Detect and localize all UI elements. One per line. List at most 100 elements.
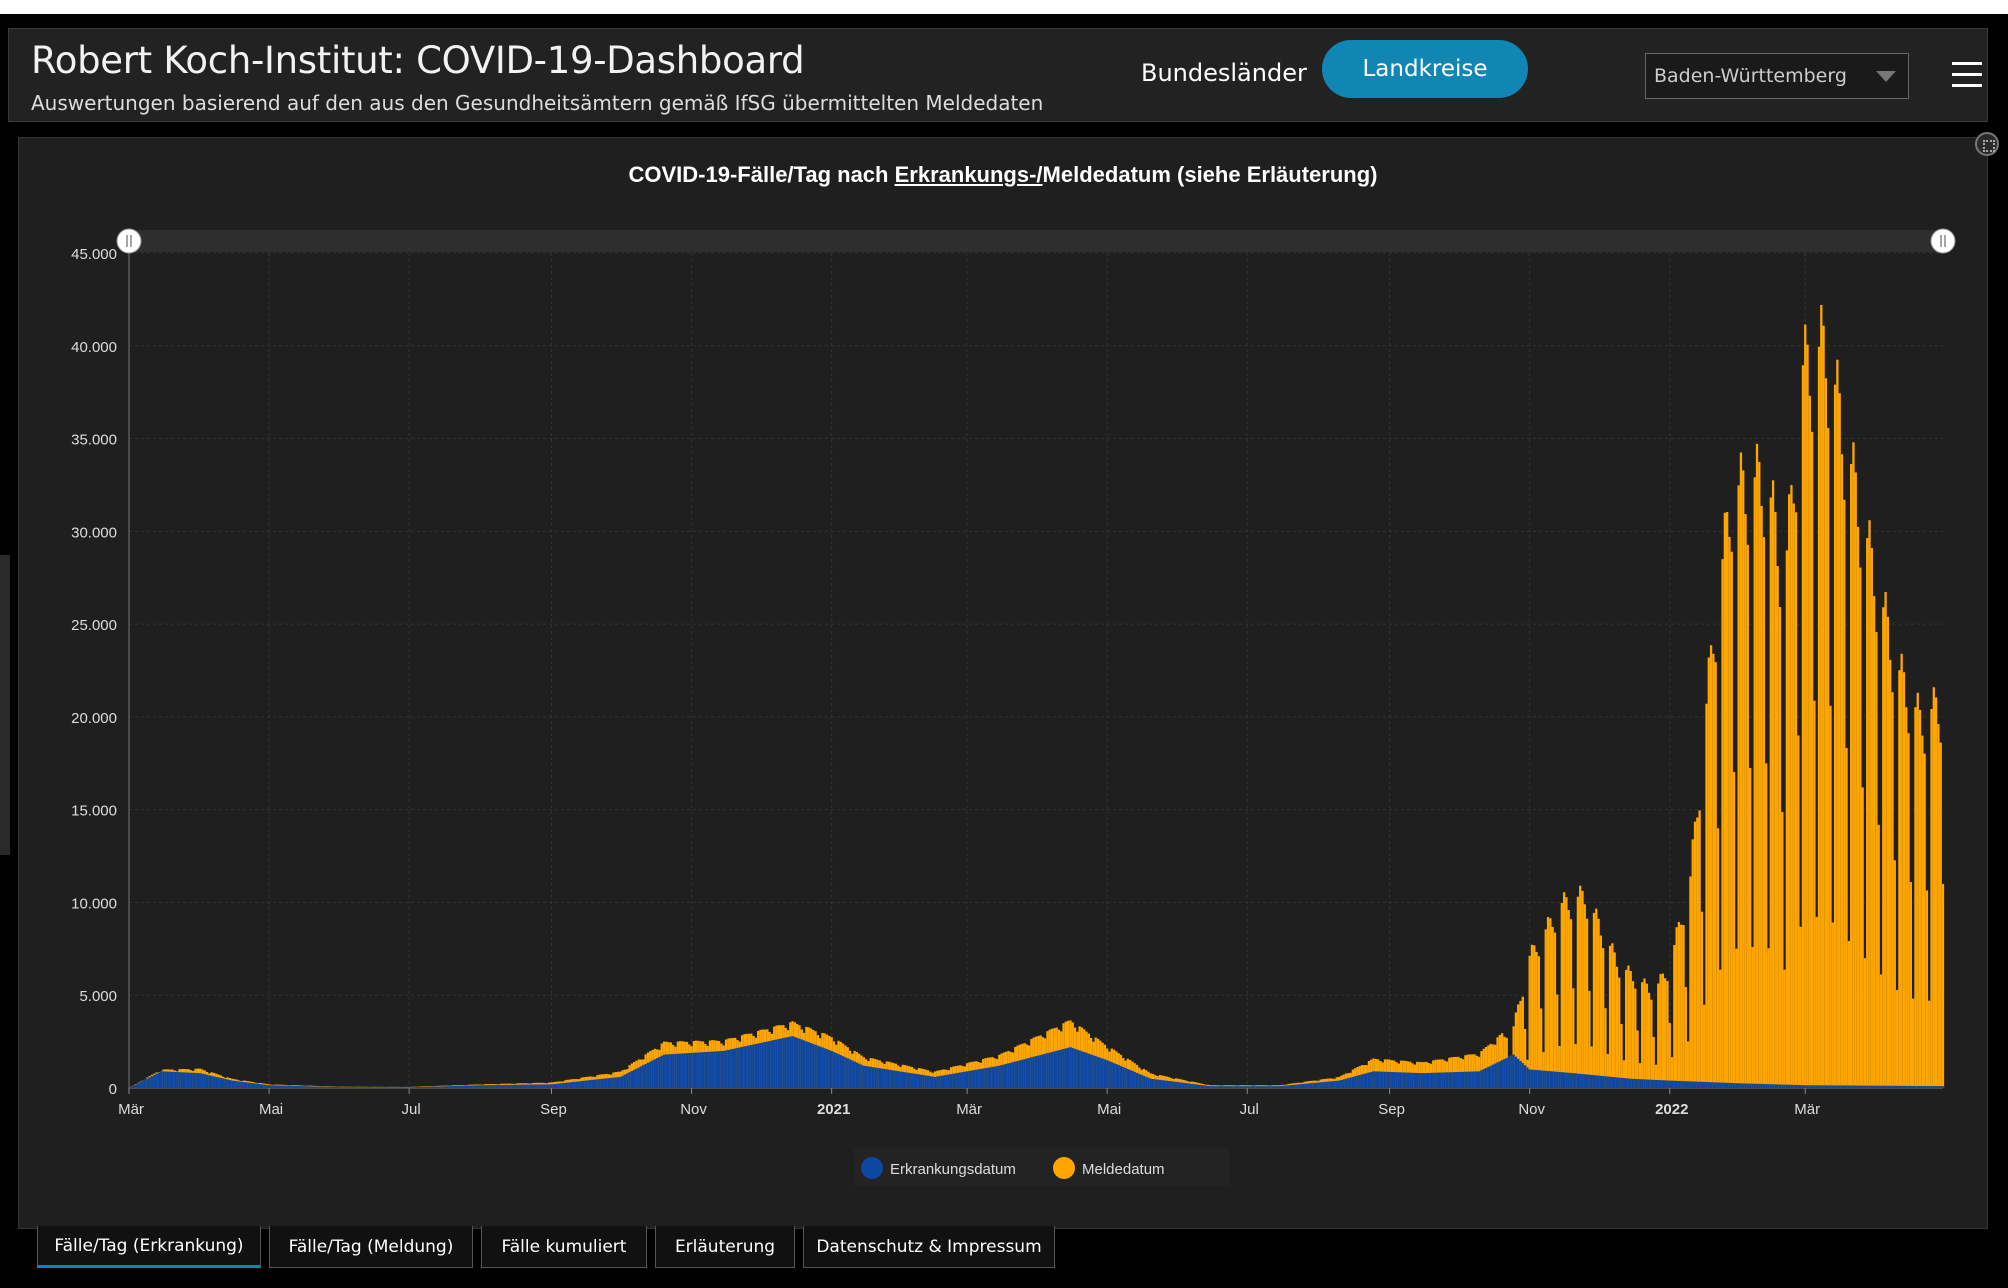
bar-erkrankungsdatum bbox=[143, 1079, 147, 1088]
bar-erkrankungsdatum bbox=[1804, 1085, 1807, 1088]
bar-erkrankungsdatum bbox=[1285, 1085, 1288, 1088]
bar-erkrankungsdatum bbox=[414, 1087, 418, 1088]
bar-erkrankungsdatum bbox=[1730, 1083, 1733, 1088]
bar-erkrankungsdatum bbox=[481, 1085, 484, 1088]
y-tick-label: 45.000 bbox=[71, 246, 117, 263]
bar-erkrankungsdatum bbox=[708, 1051, 712, 1088]
bar-erkrankungsdatum bbox=[548, 1084, 551, 1088]
bar-erkrankungsdatum bbox=[1055, 1050, 1058, 1088]
bar-erkrankungsdatum bbox=[1248, 1086, 1251, 1088]
fullscreen-icon[interactable] bbox=[1975, 132, 1999, 156]
bar-erkrankungsdatum bbox=[646, 1062, 650, 1088]
bar-meldedatum bbox=[1905, 707, 1908, 1088]
bar-erkrankungsdatum bbox=[825, 1049, 829, 1088]
bar-erkrankungsdatum bbox=[1792, 1084, 1795, 1088]
bar-erkrankungsdatum bbox=[724, 1050, 728, 1088]
bar-erkrankungsdatum bbox=[1331, 1081, 1334, 1088]
side-collapse-handle[interactable] bbox=[0, 555, 10, 855]
nav-landkreise-button[interactable]: Landkreise bbox=[1322, 40, 1528, 98]
bar-erkrankungsdatum bbox=[1845, 1085, 1848, 1088]
bar-erkrankungsdatum bbox=[1606, 1076, 1609, 1088]
bar-erkrankungsdatum bbox=[1434, 1072, 1437, 1088]
bar-erkrankungsdatum bbox=[734, 1048, 737, 1088]
bar-meldedatum bbox=[1879, 974, 1883, 1088]
bar-erkrankungsdatum bbox=[658, 1056, 661, 1088]
bar-erkrankungsdatum bbox=[148, 1077, 151, 1088]
bar-erkrankungsdatum bbox=[134, 1084, 138, 1088]
bar-erkrankungsdatum bbox=[1209, 1086, 1212, 1088]
bar-erkrankungsdatum bbox=[1393, 1072, 1396, 1088]
bar-meldedatum bbox=[1523, 1029, 1527, 1088]
bar-meldedatum bbox=[1560, 902, 1563, 1088]
page-title: Robert Koch-Institut: COVID-19-Dashboard bbox=[31, 39, 805, 82]
bar-meldedatum bbox=[1856, 526, 1860, 1088]
bar-erkrankungsdatum bbox=[244, 1082, 248, 1088]
bar-meldedatum bbox=[1606, 1053, 1609, 1088]
tab-faelle-erkrankung[interactable]: Fälle/Tag (Erkrankung) bbox=[37, 1226, 261, 1268]
bar-erkrankungsdatum bbox=[614, 1077, 617, 1088]
bar-erkrankungsdatum bbox=[1666, 1080, 1669, 1088]
bar-erkrankungsdatum bbox=[217, 1077, 220, 1088]
bar-erkrankungsdatum bbox=[233, 1080, 236, 1088]
bar-erkrankungsdatum bbox=[1354, 1076, 1357, 1088]
bar-erkrankungsdatum bbox=[864, 1066, 868, 1088]
bar-meldedatum bbox=[1487, 1045, 1490, 1088]
bar-erkrankungsdatum bbox=[855, 1062, 859, 1088]
bar-meldedatum bbox=[1804, 324, 1807, 1088]
bar-erkrankungsdatum bbox=[1498, 1061, 1501, 1088]
bar-erkrankungsdatum bbox=[447, 1086, 450, 1088]
bar-meldedatum bbox=[1666, 980, 1669, 1088]
bar-erkrankungsdatum bbox=[858, 1063, 861, 1088]
bar-erkrankungsdatum bbox=[1831, 1085, 1834, 1088]
bar-erkrankungsdatum bbox=[522, 1084, 526, 1088]
bar-erkrankungsdatum bbox=[1909, 1085, 1913, 1088]
bar-erkrankungsdatum bbox=[1246, 1086, 1249, 1088]
bar-erkrankungsdatum bbox=[623, 1074, 627, 1088]
bar-erkrankungsdatum bbox=[309, 1086, 312, 1088]
bar-erkrankungsdatum bbox=[1721, 1082, 1724, 1088]
bar-erkrankungsdatum bbox=[747, 1045, 751, 1088]
bar-erkrankungsdatum bbox=[1771, 1084, 1775, 1088]
bar-erkrankungsdatum bbox=[1657, 1080, 1660, 1088]
bar-erkrankungsdatum bbox=[699, 1052, 702, 1088]
bar-meldedatum bbox=[1941, 883, 1945, 1088]
bar-erkrankungsdatum bbox=[210, 1075, 213, 1088]
tab-faelle-meldung[interactable]: Fälle/Tag (Meldung) bbox=[269, 1226, 473, 1268]
tab-faelle-kumuliert[interactable]: Fälle kumuliert bbox=[481, 1226, 647, 1268]
bar-erkrankungsdatum bbox=[685, 1053, 689, 1088]
bar-erkrankungsdatum bbox=[1659, 1080, 1662, 1088]
bar-meldedatum bbox=[1785, 550, 1789, 1088]
bar-erkrankungsdatum bbox=[1760, 1083, 1763, 1088]
bar-meldedatum bbox=[1868, 520, 1871, 1088]
bar-erkrankungsdatum bbox=[890, 1070, 893, 1088]
range-handle-left[interactable] bbox=[116, 228, 142, 254]
region-select[interactable]: Baden-Württemberg bbox=[1645, 53, 1909, 99]
bar-erkrankungsdatum bbox=[988, 1067, 992, 1088]
bar-erkrankungsdatum bbox=[1686, 1081, 1690, 1088]
bar-erkrankungsdatum bbox=[509, 1084, 512, 1088]
covid-chart: 0 5.000 10.000 15.000 20.000 25.000 30.000 35.0… bbox=[71, 228, 1956, 1186]
bar-meldedatum bbox=[1657, 983, 1660, 1088]
tab-datenschutz-impressum[interactable]: Datenschutz & Impressum bbox=[803, 1226, 1055, 1268]
bar-erkrankungsdatum bbox=[1131, 1070, 1134, 1088]
bar-erkrankungsdatum bbox=[1620, 1077, 1623, 1088]
tab-erlaeuterung[interactable]: Erläuterung bbox=[655, 1226, 795, 1268]
bar-erkrankungsdatum bbox=[474, 1085, 477, 1088]
bar-erkrankungsdatum bbox=[1308, 1083, 1311, 1088]
bar-erkrankungsdatum bbox=[352, 1087, 356, 1088]
bar-erkrankungsdatum bbox=[959, 1072, 962, 1088]
range-handle-right[interactable] bbox=[1930, 228, 1956, 254]
nav-bundeslaender-button[interactable]: Bundesländer bbox=[1141, 59, 1307, 87]
bar-erkrankungsdatum bbox=[552, 1084, 555, 1088]
bar-erkrankungsdatum bbox=[1755, 1083, 1759, 1088]
bar-erkrankungsdatum bbox=[1255, 1086, 1258, 1088]
chart-title-link[interactable]: Erkrankungs-/ bbox=[894, 162, 1043, 187]
bar-erkrankungsdatum bbox=[1627, 1078, 1630, 1088]
bar-meldedatum bbox=[1744, 513, 1747, 1088]
hamburger-menu-icon[interactable] bbox=[1952, 62, 1982, 88]
bar-erkrankungsdatum bbox=[1794, 1084, 1798, 1088]
window-top-strip bbox=[0, 0, 2008, 14]
bar-erkrankungsdatum bbox=[1875, 1085, 1878, 1088]
bar-erkrankungsdatum bbox=[182, 1072, 186, 1088]
bar-erkrankungsdatum bbox=[132, 1085, 135, 1088]
